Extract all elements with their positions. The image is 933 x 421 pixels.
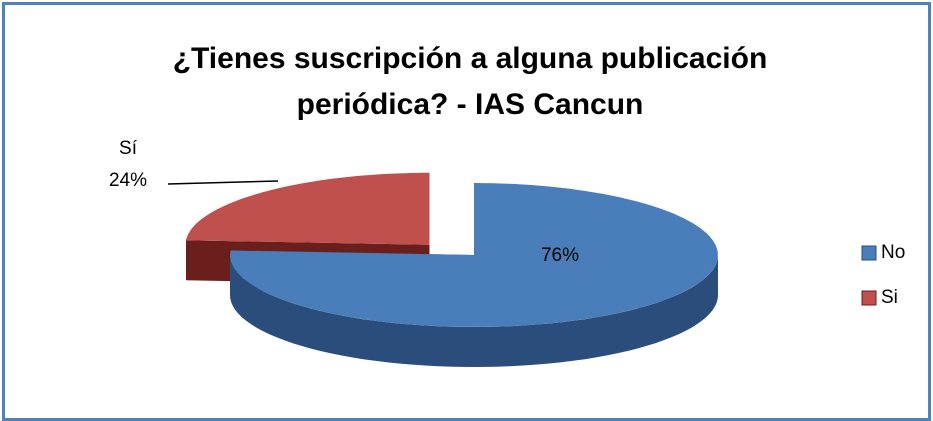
legend-marker [861, 290, 877, 306]
slice [230, 183, 718, 367]
slice-top [230, 183, 718, 327]
data-label-name: Sí [119, 138, 138, 159]
legend-label: No [881, 242, 905, 263]
data-label: 76% [541, 245, 579, 266]
data-label: 24% [109, 170, 147, 191]
chart-title: ¿Tienes suscripción a alguna publicación… [172, 42, 768, 121]
leader-line [167, 180, 279, 185]
slice-top [186, 172, 430, 245]
slice-side [230, 255, 718, 367]
legend-label: Si [881, 287, 898, 308]
legend-marker [861, 245, 877, 261]
